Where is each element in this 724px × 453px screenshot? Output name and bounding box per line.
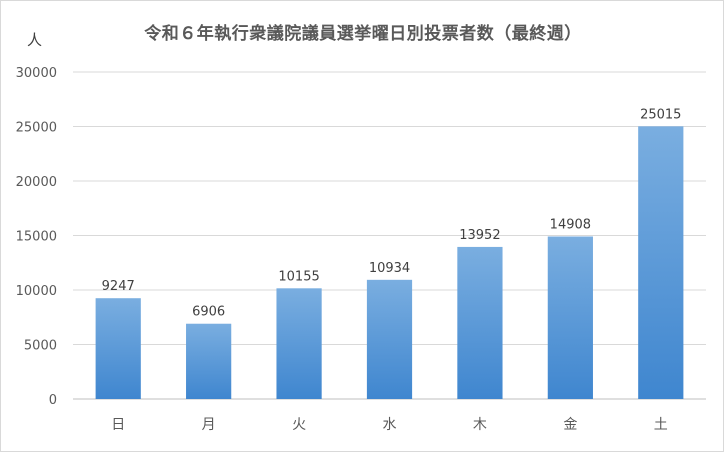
gridlines [73, 71, 706, 400]
x-tick-label: 土 [654, 417, 668, 433]
y-tick-label: 5000 [24, 339, 57, 354]
bars [95, 126, 684, 400]
y-tick-label: 15000 [16, 230, 57, 245]
x-tick-label: 火 [292, 417, 306, 433]
y-axis-ticks: 0 5000 10000 15000 20000 25000 30000 [16, 66, 57, 408]
data-label: 10934 [369, 261, 410, 276]
data-label: 9247 [102, 279, 135, 294]
y-axis-unit-label: 人 [27, 31, 43, 49]
bar [95, 298, 141, 399]
x-tick-label: 金 [563, 417, 577, 433]
x-axis-labels: 日月火水木金土 [111, 417, 668, 433]
y-tick-label: 30000 [16, 66, 57, 81]
x-tick-label: 木 [473, 417, 487, 433]
data-label: 25015 [640, 107, 681, 122]
bar [366, 279, 413, 399]
bar [547, 236, 593, 399]
bar [638, 126, 684, 400]
bar [186, 323, 232, 399]
y-tick-label: 20000 [16, 175, 57, 190]
x-tick-label: 月 [202, 417, 216, 433]
data-label: 6906 [192, 305, 225, 320]
x-tick-label: 日 [111, 417, 125, 433]
data-label: 14908 [550, 218, 591, 233]
data-label: 10155 [278, 269, 319, 284]
chart-title: 令和６年執行衆議院議員選挙曜日別投票者数（最終週） [144, 24, 582, 44]
y-tick-label: 0 [49, 393, 57, 408]
x-tick-label: 水 [383, 417, 397, 433]
bar [457, 246, 503, 399]
bar [276, 288, 322, 399]
y-tick-label: 25000 [16, 121, 57, 136]
data-label: 13952 [459, 228, 500, 243]
y-tick-label: 10000 [16, 284, 57, 299]
data-labels: 9247 6906 10155 10934 13952 14908 25015 [102, 107, 682, 319]
